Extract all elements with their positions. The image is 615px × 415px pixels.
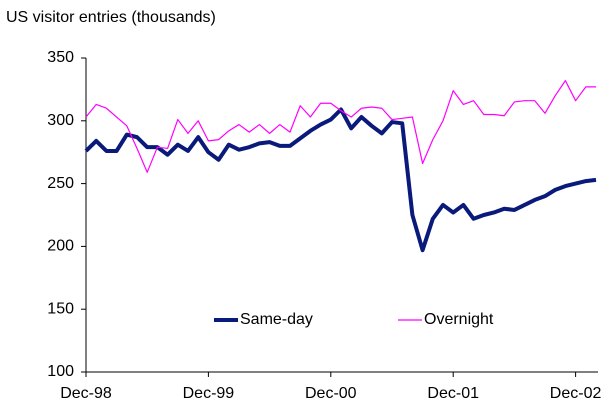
series-line [85,80,596,173]
legend-label: Same-day [240,311,313,328]
y-tick-label: 300 [47,112,74,129]
y-tick-label: 200 [47,238,74,255]
x-tick-label: Dec-00 [305,385,357,402]
y-tick-label: 350 [47,49,74,66]
y-tick-label: 250 [47,175,74,192]
x-tick-label: Dec-02 [550,385,602,402]
y-tick-label: 100 [47,363,74,380]
legend-label: Overnight [424,311,494,328]
y-tick-label: 150 [47,300,74,317]
series-line [84,107,597,253]
chart-title: US visitor entries (thousands) [6,9,216,26]
x-tick-label: Dec-01 [427,385,479,402]
x-tick-label: Dec-99 [183,385,235,402]
x-tick-label: Dec-98 [60,385,112,402]
